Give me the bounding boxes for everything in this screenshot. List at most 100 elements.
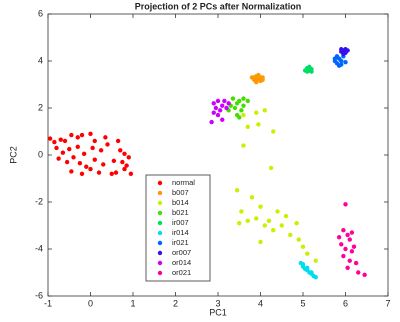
point (109, 171, 114, 176)
point (343, 246, 348, 252)
point (254, 110, 259, 115)
legend-label: b007 (172, 188, 189, 197)
point (230, 96, 236, 101)
point (294, 220, 299, 226)
point (347, 258, 352, 263)
legend-marker (157, 200, 163, 206)
point (79, 171, 85, 176)
legend-marker (157, 190, 163, 196)
point (81, 151, 87, 157)
point (260, 77, 265, 83)
point (237, 220, 242, 226)
point (47, 136, 53, 141)
legend-marker (157, 220, 163, 226)
point (220, 103, 225, 108)
point (309, 270, 314, 275)
point (122, 151, 127, 157)
legend-marker (157, 270, 163, 276)
point (353, 260, 359, 266)
point (67, 146, 72, 152)
point (245, 218, 250, 223)
x-tick-label: 7 (385, 298, 390, 308)
point (271, 129, 276, 134)
point (77, 161, 83, 166)
legend-box (145, 174, 211, 282)
point (101, 162, 106, 167)
x-tick-label: 4 (258, 298, 263, 308)
point (254, 76, 259, 81)
point (52, 139, 57, 145)
legend-label: or021 (172, 268, 191, 277)
point (120, 159, 125, 165)
point (343, 50, 348, 55)
point (275, 209, 280, 214)
point (343, 59, 348, 65)
point (258, 204, 263, 209)
point (115, 138, 121, 144)
legend-label: ir021 (172, 238, 189, 247)
point (309, 67, 314, 72)
point (362, 272, 367, 278)
point (118, 148, 123, 153)
point (349, 230, 355, 235)
point (105, 142, 110, 147)
point (241, 96, 246, 101)
point (302, 68, 308, 73)
point (213, 105, 219, 111)
point (90, 145, 95, 151)
point (237, 98, 242, 104)
point (58, 137, 63, 142)
point (254, 216, 259, 221)
point (296, 237, 301, 242)
point (336, 63, 342, 68)
point (241, 112, 246, 118)
point (60, 150, 66, 155)
point (217, 108, 223, 113)
point (339, 242, 344, 247)
point (215, 98, 221, 104)
x-tick-label: 0 (88, 298, 93, 308)
y-tick-label: -6 (35, 290, 43, 300)
point (339, 58, 344, 64)
point (241, 143, 246, 148)
point (128, 171, 134, 176)
point (88, 166, 93, 172)
legend-label: or007 (172, 248, 191, 257)
point (343, 202, 348, 207)
point (56, 156, 61, 161)
point (98, 148, 104, 153)
point (245, 98, 250, 104)
point (92, 157, 97, 162)
point (245, 124, 250, 129)
point (84, 164, 89, 169)
point (232, 105, 238, 111)
chart-title: Projection of 2 PCs after Normalization (135, 1, 302, 11)
x-tick-label: -1 (44, 298, 52, 308)
point (271, 228, 276, 233)
point (215, 112, 221, 118)
point (262, 108, 267, 113)
point (313, 258, 318, 263)
legend-label: normal (172, 178, 195, 187)
point (69, 132, 74, 138)
point (249, 195, 255, 200)
point (279, 223, 284, 228)
point (71, 155, 76, 160)
point (211, 101, 216, 106)
y-tick-label: 4 (38, 55, 43, 65)
point (222, 98, 227, 104)
legend-label: b014 (172, 198, 189, 207)
y-tick-label: -2 (35, 196, 43, 206)
point (96, 170, 102, 175)
point (268, 165, 274, 171)
point (300, 262, 306, 267)
point (288, 232, 293, 238)
legend-marker (157, 250, 163, 256)
legend-label: b021 (172, 208, 189, 217)
y-tick-label: 2 (38, 102, 43, 112)
point (345, 265, 350, 270)
point (254, 79, 259, 85)
point (266, 218, 272, 223)
legend-marker (157, 230, 163, 236)
